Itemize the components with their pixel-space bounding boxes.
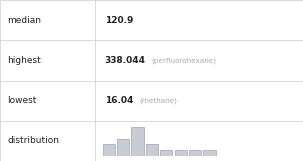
Bar xyxy=(132,127,144,156)
Text: median: median xyxy=(8,16,42,25)
Text: (perfluorohexane): (perfluorohexane) xyxy=(152,57,217,64)
Bar xyxy=(203,150,215,156)
Text: lowest: lowest xyxy=(8,96,37,105)
Text: 16.04: 16.04 xyxy=(105,96,133,105)
Bar xyxy=(103,144,115,156)
Text: 338.044: 338.044 xyxy=(105,56,145,65)
Text: distribution: distribution xyxy=(8,136,60,145)
Bar xyxy=(117,139,129,156)
Bar xyxy=(175,150,187,156)
Text: 120.9: 120.9 xyxy=(105,16,133,25)
Text: highest: highest xyxy=(8,56,41,65)
Bar xyxy=(146,144,158,156)
Bar xyxy=(189,150,201,156)
Bar xyxy=(160,150,172,156)
Text: (methane): (methane) xyxy=(139,97,177,104)
